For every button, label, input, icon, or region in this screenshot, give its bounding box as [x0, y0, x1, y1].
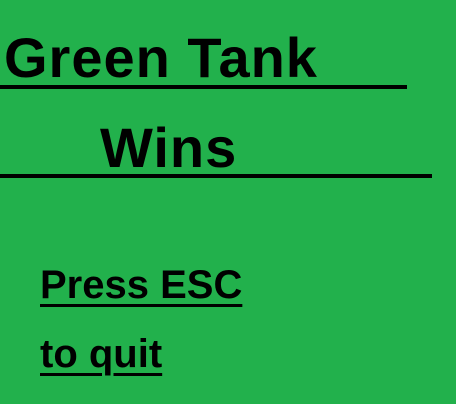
winner-title-line1: Green Tank — [4, 26, 318, 89]
winner-title-line2: Wins — [100, 116, 238, 179]
quit-prompt-line2: to quit — [40, 332, 163, 376]
quit-prompt-line1: Press ESC — [40, 263, 243, 307]
title-underline-1 — [0, 85, 407, 89]
title-underline-2 — [0, 174, 432, 178]
